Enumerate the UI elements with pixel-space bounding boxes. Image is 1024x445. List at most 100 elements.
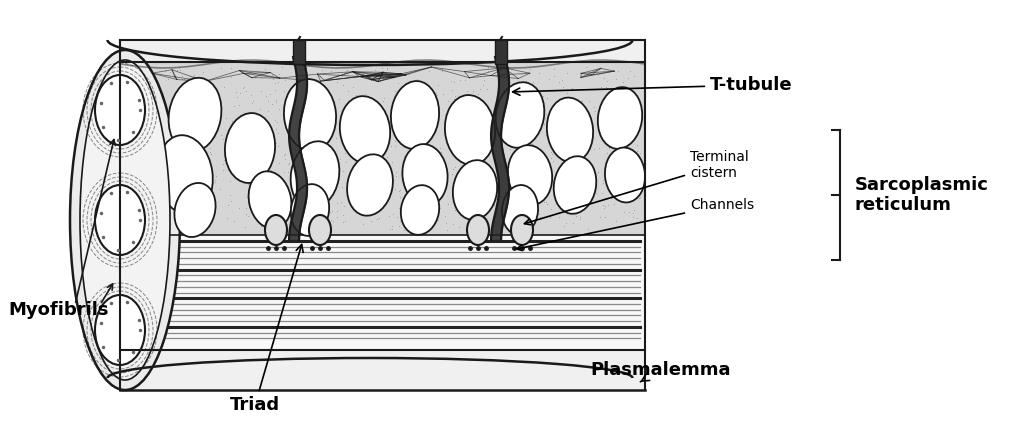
Point bbox=[599, 77, 615, 85]
Point bbox=[602, 98, 618, 105]
Point bbox=[137, 219, 154, 227]
Point bbox=[361, 97, 378, 105]
Point bbox=[229, 156, 246, 163]
Point bbox=[501, 213, 517, 220]
Point bbox=[143, 143, 160, 150]
Point bbox=[216, 150, 232, 157]
Point bbox=[210, 113, 226, 120]
Point bbox=[539, 198, 555, 205]
Point bbox=[536, 186, 552, 193]
Point bbox=[171, 136, 187, 143]
Point bbox=[510, 118, 526, 125]
Point bbox=[401, 169, 418, 176]
Point bbox=[169, 163, 185, 170]
Point bbox=[334, 183, 350, 190]
Point bbox=[286, 135, 302, 142]
Point bbox=[394, 202, 411, 210]
Point bbox=[521, 210, 538, 217]
Point bbox=[524, 141, 541, 148]
Point bbox=[492, 106, 508, 113]
Point bbox=[346, 188, 362, 195]
Point bbox=[199, 202, 215, 210]
Point bbox=[321, 134, 337, 141]
Point bbox=[537, 120, 553, 127]
Point bbox=[147, 165, 164, 172]
Point bbox=[449, 140, 465, 147]
Point bbox=[129, 221, 145, 228]
Point bbox=[434, 65, 451, 72]
Point bbox=[486, 201, 503, 208]
Point bbox=[406, 141, 422, 148]
Point bbox=[595, 75, 611, 82]
Point bbox=[237, 224, 253, 231]
Point bbox=[447, 189, 464, 196]
Point bbox=[398, 170, 415, 177]
Point bbox=[400, 176, 417, 183]
Point bbox=[582, 140, 598, 147]
Point bbox=[334, 132, 350, 139]
Bar bbox=[293, 40, 305, 64]
Point bbox=[278, 155, 294, 162]
Point bbox=[435, 186, 452, 194]
Point bbox=[401, 140, 418, 147]
Point bbox=[359, 203, 376, 210]
Point bbox=[119, 136, 135, 143]
Point bbox=[236, 84, 252, 91]
Point bbox=[313, 132, 330, 139]
Point bbox=[268, 206, 285, 213]
Point bbox=[453, 130, 469, 137]
Point bbox=[399, 98, 416, 105]
Ellipse shape bbox=[291, 184, 329, 236]
Point bbox=[590, 118, 606, 125]
Point bbox=[182, 149, 199, 156]
Point bbox=[381, 213, 397, 220]
Point bbox=[474, 111, 490, 118]
Point bbox=[366, 181, 382, 188]
Point bbox=[622, 68, 638, 75]
Point bbox=[383, 158, 399, 166]
Point bbox=[501, 224, 517, 231]
Point bbox=[604, 88, 621, 95]
Point bbox=[588, 172, 604, 179]
Point bbox=[171, 65, 187, 72]
Point bbox=[219, 135, 236, 142]
Point bbox=[419, 190, 435, 197]
Point bbox=[172, 210, 188, 218]
Point bbox=[158, 105, 174, 113]
Point bbox=[335, 218, 351, 226]
Point bbox=[284, 175, 300, 182]
Point bbox=[323, 162, 339, 169]
Ellipse shape bbox=[174, 183, 216, 237]
Point bbox=[591, 145, 607, 152]
Point bbox=[201, 113, 217, 120]
Point bbox=[318, 108, 335, 115]
Point bbox=[243, 92, 259, 99]
Point bbox=[331, 96, 347, 103]
Point bbox=[554, 147, 570, 154]
Point bbox=[610, 99, 627, 106]
Ellipse shape bbox=[547, 97, 593, 162]
Point bbox=[145, 154, 162, 161]
Point bbox=[185, 72, 202, 79]
Point bbox=[171, 85, 187, 93]
Point bbox=[226, 217, 243, 224]
Point bbox=[207, 205, 223, 212]
Point bbox=[236, 84, 252, 91]
Point bbox=[393, 100, 410, 107]
Point bbox=[333, 198, 349, 205]
Point bbox=[517, 129, 534, 137]
Point bbox=[402, 157, 419, 164]
Point bbox=[256, 185, 272, 192]
Point bbox=[167, 127, 183, 134]
Point bbox=[518, 165, 535, 172]
Point bbox=[601, 114, 617, 121]
Point bbox=[514, 154, 530, 161]
Point bbox=[151, 92, 167, 99]
Point bbox=[157, 178, 173, 185]
Point bbox=[627, 170, 643, 177]
Point bbox=[515, 124, 531, 131]
Point bbox=[311, 78, 328, 85]
Point bbox=[309, 170, 326, 177]
Point bbox=[269, 129, 286, 137]
Bar bbox=[120, 40, 645, 390]
